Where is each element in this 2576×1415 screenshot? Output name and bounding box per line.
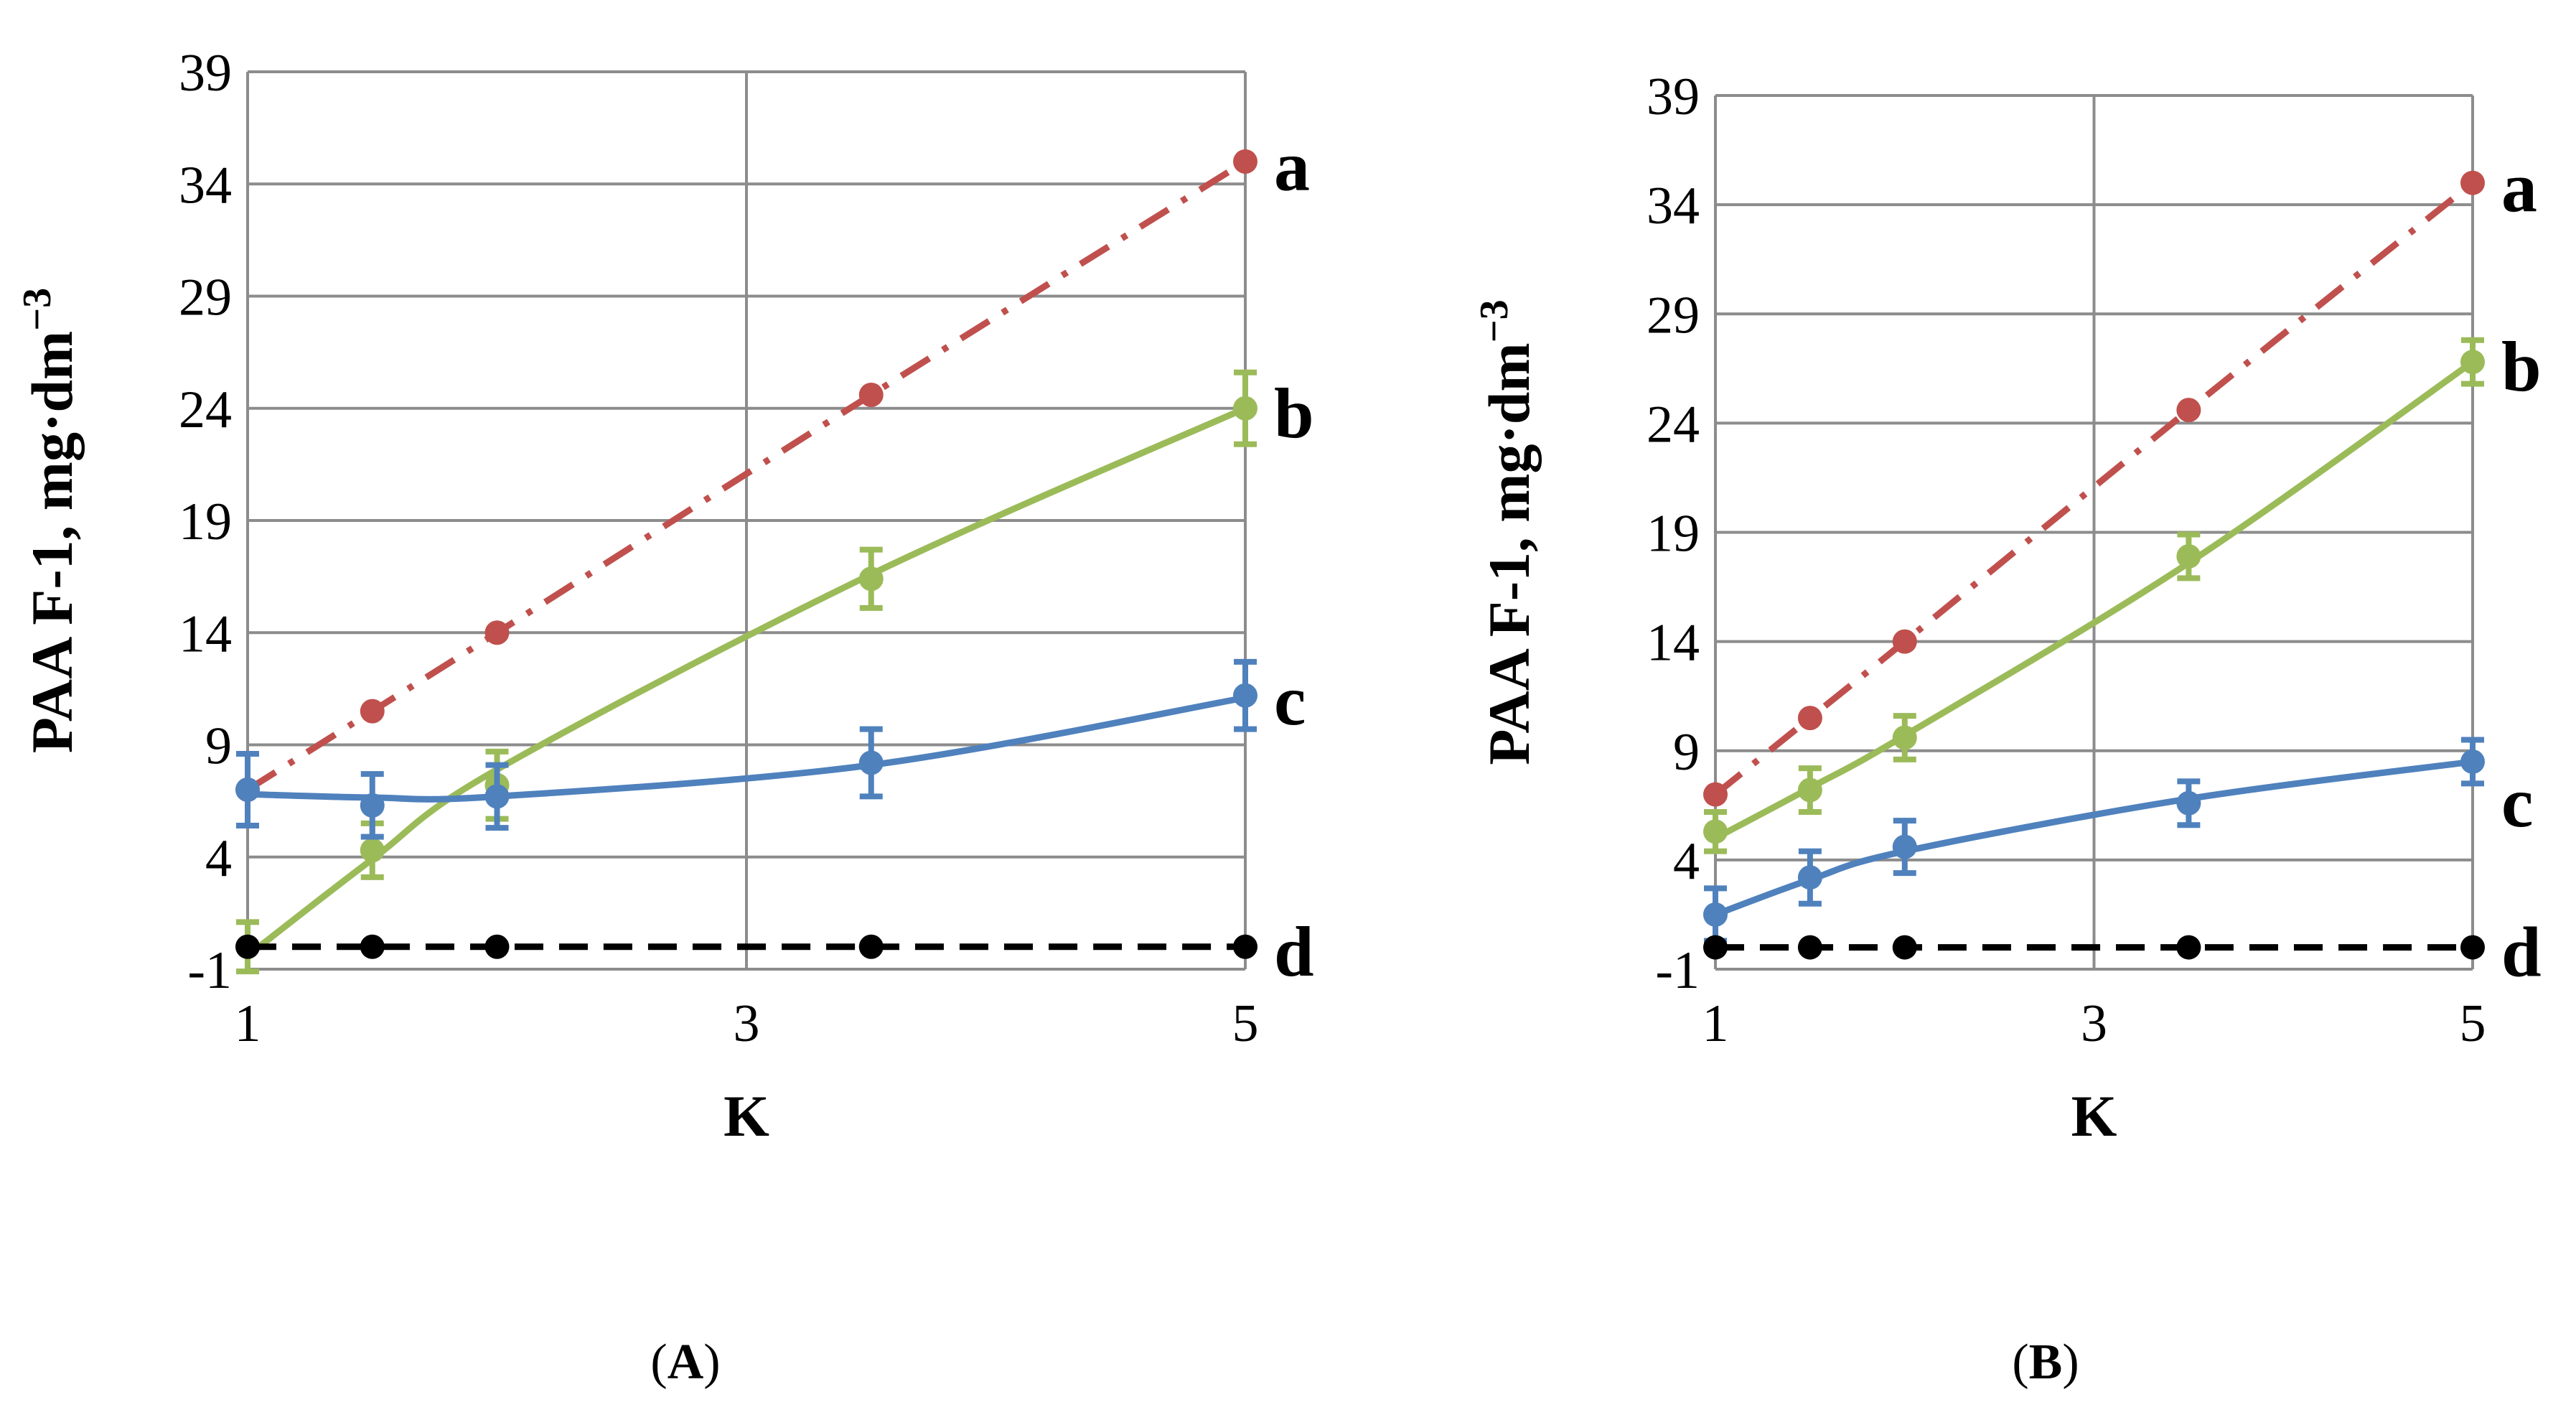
y-tick-label: 4 [1673,832,1700,891]
data-point [1703,935,1728,960]
data-point [858,566,884,592]
series-label-a: a [1274,126,1310,206]
data-point [1892,629,1917,654]
series-line-a [245,159,1247,793]
y-tick-label: 29 [179,268,232,327]
series-b: b [1703,327,2542,854]
y-tick-label: 9 [1673,723,1700,782]
data-point [360,838,385,863]
y-tick-label: 19 [179,492,232,551]
data-point [484,620,510,645]
y-tick-label: 4 [205,829,232,888]
data-point [1892,834,1917,859]
series-label-a: a [2501,148,2537,228]
data-point [360,934,385,959]
data-point [1703,819,1728,844]
x-tick-label: 3 [2081,994,2107,1053]
data-point [1797,706,1822,731]
panel-b-caption: (B) [2012,1335,2079,1390]
data-point [1703,782,1728,807]
data-point [2176,543,2201,569]
panel-a-caption: (A) [650,1335,720,1390]
y-tick-label: 29 [1647,286,1700,345]
data-point [2460,350,2485,375]
y-tick-label: 24 [179,380,232,439]
x-tick-label: 5 [1232,994,1259,1053]
y-axis-title: PAA F-1, mg·dm−3 [15,288,85,753]
series-c: c [1703,737,2533,944]
data-point [2176,790,2201,816]
panel-a-chart: -1 4 9 14 19 24 29 34 39 1 3 5 K PAA F-1, mg·dm−3 a b c d [15,44,1314,1149]
series-a: a [235,126,1310,802]
series-label-d: d [2501,912,2542,992]
data-point [1233,683,1257,708]
data-point [2460,749,2485,774]
data-point [2460,935,2485,960]
series-b: b [235,369,1314,975]
data-point [1797,935,1822,960]
data-point [2176,935,2201,960]
data-point [2176,398,2201,423]
series-label-c: c [2501,762,2533,842]
series-line-c [247,694,1246,803]
y-tick-label: 24 [1647,395,1700,454]
series-d: d [1703,912,2542,992]
data-point [484,784,510,809]
y-tick-label: 34 [179,156,232,215]
data-point [1892,725,1917,750]
y-axis-title: PAA F-1, mg·dm−3 [1472,299,1542,765]
x-axis-title: K [723,1083,769,1149]
y-tick-label: 39 [1647,67,1700,126]
x-tick-label: 5 [2460,994,2486,1053]
data-point [858,934,884,959]
series-line-a [1713,180,2475,798]
x-tick-label: 1 [235,994,261,1053]
y-tick-label: 14 [1647,614,1700,673]
data-point [235,777,260,802]
data-point [2460,170,2485,195]
y-tick-label: 14 [179,604,232,663]
series-line-b [245,405,1247,958]
data-point [1892,935,1917,960]
series-label-d: d [1274,912,1314,991]
x-tick-label: 3 [734,994,760,1053]
data-point [858,383,884,407]
data-point [858,750,884,775]
data-point [360,793,385,818]
data-point [1233,396,1257,421]
x-axis-title: K [2071,1083,2117,1149]
series-a: a [1703,148,2537,807]
data-point [1233,149,1257,174]
data-point [1233,934,1257,959]
y-tick-label: 9 [205,717,232,776]
data-point [235,934,260,959]
data-point [1797,865,1822,890]
y-tick-label: 19 [1647,505,1700,564]
data-point [1703,902,1728,927]
series-label-b: b [1274,373,1314,453]
data-point [1797,777,1822,803]
panel-b-chart: -1 4 9 14 19 24 29 34 39 1 3 5 K PAA F-1, mg·dm−3 a b cd [1472,67,2542,1149]
series-c: c [235,658,1306,840]
series-label-b: b [2501,327,2542,406]
data-point [484,934,510,959]
y-tick-label: 39 [179,44,232,103]
data-point [360,699,385,724]
series-label-c: c [1274,660,1306,740]
y-tick-label: -1 [187,941,232,1000]
series-d: d [235,912,1314,991]
y-tick-label: 34 [1647,177,1700,235]
x-tick-label: 1 [1702,994,1729,1053]
y-tick-label: -1 [1655,941,1700,1000]
